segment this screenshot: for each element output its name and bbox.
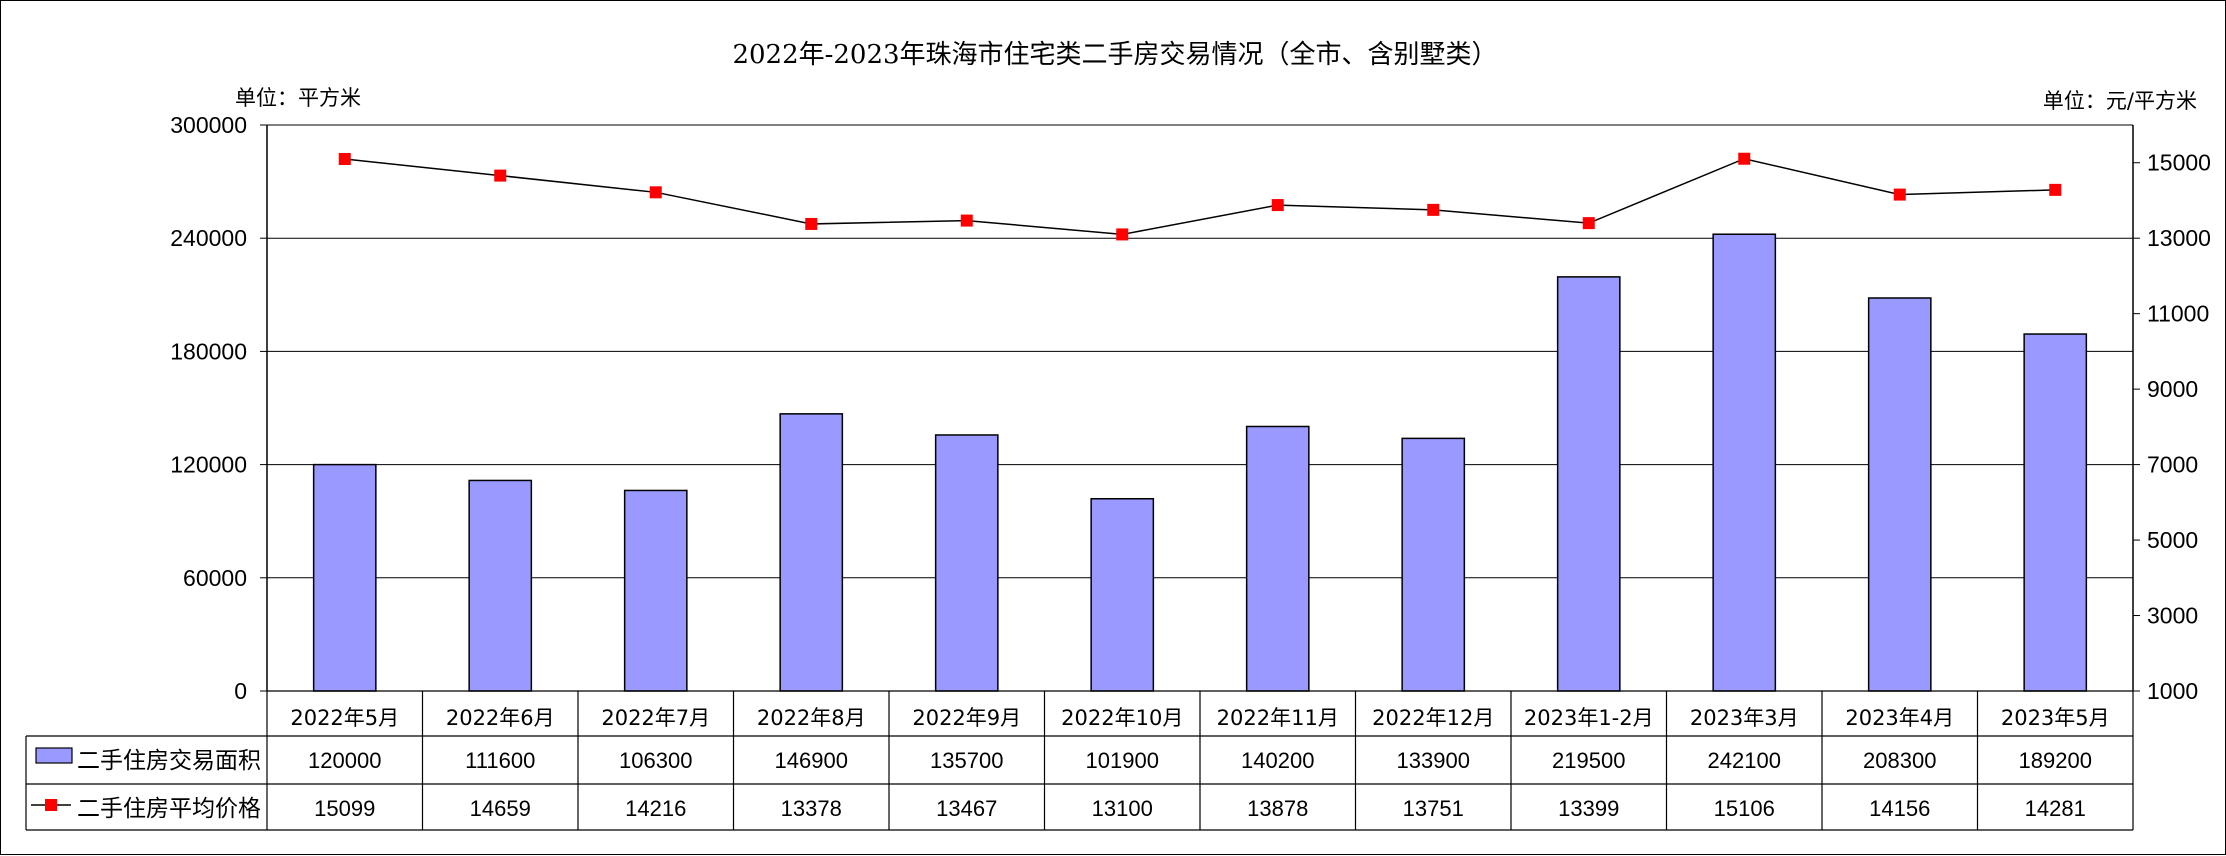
bar	[1090, 497, 1155, 692]
table-cell-price: 13467	[936, 796, 997, 821]
line-marker	[1893, 188, 1906, 201]
right-axis-tick-label: 13000	[2147, 225, 2211, 251]
table-cell-area: 120000	[308, 748, 381, 773]
table-cell-price: 13100	[1092, 796, 1153, 821]
category-label: 2022年11月	[1217, 706, 1339, 730]
legend-key-area	[35, 747, 73, 764]
left-axis-tick-label: 120000	[170, 452, 247, 478]
category-label: 2022年6月	[446, 706, 555, 730]
category-label: 2022年10月	[1061, 706, 1183, 730]
table-cell-area: 135700	[930, 748, 1003, 773]
left-axis-tick-label: 0	[234, 678, 247, 704]
bar	[1245, 425, 1310, 692]
right-axis-tick-label: 9000	[2147, 376, 2198, 402]
line-marker	[960, 214, 973, 227]
table-cell-area: 111600	[465, 748, 535, 773]
line-marker	[649, 186, 662, 199]
table-cell-price: 13878	[1247, 796, 1308, 821]
right-axis-tick-label: 1000	[2147, 678, 2198, 704]
right-axis-tick-label: 5000	[2147, 527, 2198, 553]
line-marker	[494, 169, 507, 182]
bar-series	[312, 233, 2088, 692]
table-cell-area: 101900	[1086, 748, 1159, 773]
table-cell-price: 13399	[1558, 796, 1619, 821]
right-axis-tick-label: 11000	[2147, 301, 2209, 327]
table-cell-area: 106300	[619, 748, 692, 773]
bar	[312, 463, 377, 692]
category-label: 2023年4月	[1845, 706, 1954, 730]
axes: 0 60000 120000 180000 240000 300000 1000 3000 50…	[170, 112, 2211, 704]
table-cell-area: 189200	[2019, 748, 2092, 773]
bar	[1401, 437, 1466, 692]
line-marker	[1582, 217, 1595, 230]
category-label: 2022年7月	[601, 706, 710, 730]
line-marker	[338, 152, 351, 165]
table-cell-price: 14281	[2025, 796, 2086, 821]
line-marker	[1738, 152, 1751, 165]
table-cell-area: 208300	[1863, 748, 1936, 773]
line-marker	[1427, 203, 1440, 216]
table-cell-area: 219500	[1552, 748, 1625, 773]
bar	[1556, 276, 1621, 692]
right-axis-tick-label: 15000	[2147, 150, 2211, 176]
category-label: 2023年1-2月	[1524, 706, 1654, 730]
legend-label-area: 二手住房交易面积	[77, 748, 261, 774]
legend-label-price: 二手住房平均价格	[77, 796, 261, 822]
table-cell-price: 14156	[1869, 796, 1930, 821]
legend-key-marker	[45, 799, 57, 811]
bar	[1712, 233, 1777, 692]
line-series	[338, 152, 2062, 241]
data-table: 2022年5月 2022年6月 2022年7月 2022年8月 2022年9月 2022年…	[25, 690, 2134, 831]
category-label: 2022年12月	[1372, 706, 1494, 730]
table-cell-area: 242100	[1708, 748, 1781, 773]
bar	[779, 413, 844, 692]
table-cell-area: 140200	[1241, 748, 1314, 773]
bar	[623, 489, 688, 692]
table-cell-price: 14216	[625, 796, 686, 821]
line-marker	[1116, 228, 1129, 241]
line-marker	[805, 217, 818, 230]
table-cell-price: 15106	[1714, 796, 1775, 821]
right-axis-tick-label: 3000	[2147, 603, 2198, 629]
left-axis-tick-label: 240000	[170, 225, 247, 251]
category-label: 2023年3月	[1690, 706, 1799, 730]
category-label: 2022年5月	[290, 706, 399, 730]
chart-title: 2022年-2023年珠海市住宅类二手房交易情况（全市、含别墅类）	[732, 40, 1497, 70]
left-axis-tick-label: 300000	[170, 112, 247, 138]
category-label: 2022年8月	[757, 706, 866, 730]
left-axis-tick-label: 180000	[170, 338, 247, 364]
table-cell-area: 146900	[775, 748, 848, 773]
line-marker	[1271, 199, 1284, 212]
bar	[2023, 333, 2088, 692]
line-marker	[2049, 183, 2062, 196]
category-label: 2023年5月	[2001, 706, 2110, 730]
table-cell-price: 15099	[314, 796, 375, 821]
bar	[468, 479, 533, 692]
table-cell-price: 13751	[1403, 796, 1464, 821]
left-axis-unit: 单位：平方米	[235, 86, 361, 110]
left-axis-tick-label: 60000	[183, 565, 247, 591]
right-axis-tick-label: 7000	[2147, 452, 2198, 478]
gridlines	[267, 124, 2133, 579]
table-cell-price: 14659	[470, 796, 531, 821]
table-cell-area: 133900	[1397, 748, 1470, 773]
bar	[934, 434, 999, 692]
right-axis-unit: 单位：元/平方米	[2043, 89, 2197, 113]
price-line	[344, 157, 2056, 236]
bar	[1867, 297, 1932, 692]
category-label: 2022年9月	[912, 706, 1021, 730]
table-cell-price: 13378	[781, 796, 842, 821]
